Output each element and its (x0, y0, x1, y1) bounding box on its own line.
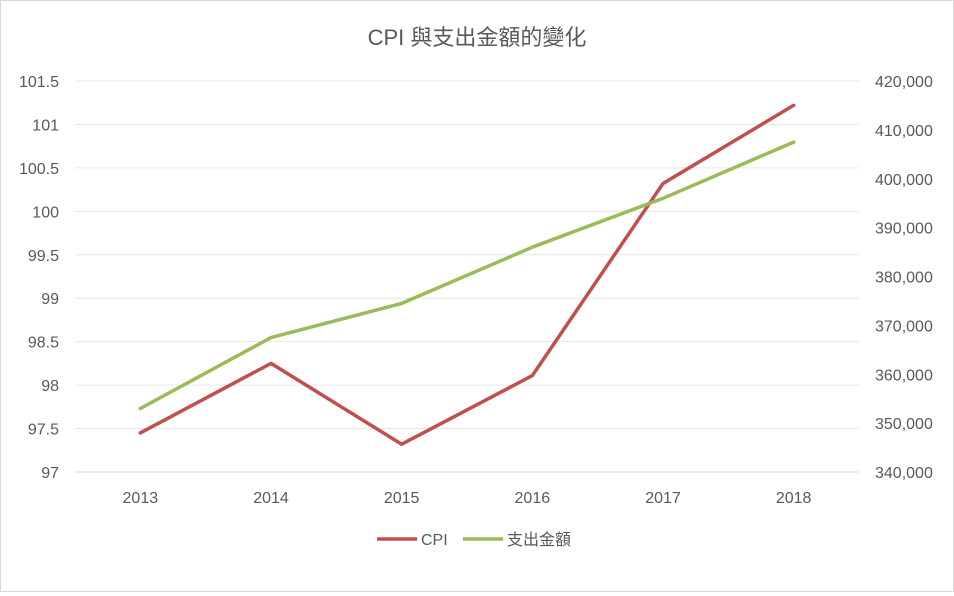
x-tick-label: 2013 (123, 490, 159, 507)
right-tick-label: 390,000 (875, 221, 933, 238)
legend: CPI 支出金額 (377, 531, 571, 549)
x-tick-label: 2018 (776, 490, 812, 507)
left-tick-label: 100 (32, 204, 59, 221)
right-axis: 340,000 350,000 360,000 370,000 380,000 390,0… (875, 74, 933, 482)
gridlines (75, 80, 859, 473)
right-tick-label: 370,000 (875, 318, 933, 335)
x-tick-label: 2014 (253, 490, 289, 507)
legend-label: CPI (421, 532, 448, 549)
series-lines (138, 103, 796, 446)
left-tick-label: 100.5 (19, 161, 59, 178)
left-axis: 97 97.5 98 98.5 99 99.5 100 100.5 101 101.5 (19, 74, 59, 482)
series-line-spending (138, 140, 796, 411)
legend-label: 支出金額 (507, 531, 571, 549)
right-tick-label: 350,000 (875, 416, 933, 433)
right-tick-label: 400,000 (875, 172, 933, 189)
left-tick-label: 97.5 (28, 422, 59, 439)
left-tick-label: 98.5 (28, 335, 59, 352)
right-tick-label: 410,000 (875, 123, 933, 140)
x-tick-label: 2017 (645, 490, 681, 507)
chart-title: CPI 與支出金額的變化 (368, 25, 587, 50)
x-tick-label: 2016 (515, 490, 551, 507)
left-tick-label: 99.5 (28, 248, 59, 265)
left-tick-label: 101 (32, 117, 59, 134)
left-tick-label: 97 (41, 465, 59, 482)
right-tick-label: 340,000 (875, 465, 933, 482)
left-tick-label: 99 (41, 291, 59, 308)
x-axis: 2013 2014 2015 2016 2017 2018 (123, 490, 812, 507)
left-tick-label: 101.5 (19, 74, 59, 91)
x-tick-label: 2015 (384, 490, 420, 507)
right-tick-label: 380,000 (875, 270, 933, 287)
left-tick-label: 98 (41, 378, 59, 395)
right-tick-label: 420,000 (875, 74, 933, 91)
series-line-cpi (138, 103, 796, 446)
right-tick-label: 360,000 (875, 367, 933, 384)
